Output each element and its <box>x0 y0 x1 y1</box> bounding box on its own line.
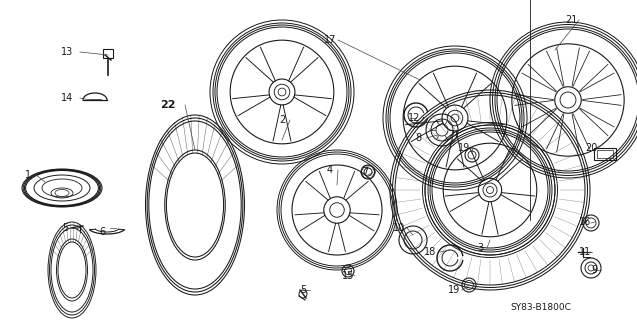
Text: 6: 6 <box>99 227 105 237</box>
Text: 5: 5 <box>300 285 306 295</box>
Text: 10: 10 <box>393 223 405 233</box>
Text: 12: 12 <box>408 113 420 123</box>
Text: 11: 11 <box>579 247 591 257</box>
Bar <box>597 150 613 158</box>
Text: 21: 21 <box>565 15 577 25</box>
Text: 3: 3 <box>477 243 483 253</box>
Text: 20: 20 <box>585 143 597 153</box>
Text: 17: 17 <box>324 35 336 45</box>
Text: 14: 14 <box>61 93 73 103</box>
Bar <box>594 148 616 160</box>
Text: 2: 2 <box>279 115 285 125</box>
Text: 22: 22 <box>161 100 176 110</box>
Text: 15: 15 <box>342 271 354 281</box>
Text: 19: 19 <box>458 143 470 153</box>
Text: 13: 13 <box>61 47 73 57</box>
Text: SY83-B1800C: SY83-B1800C <box>510 303 571 313</box>
Text: 7: 7 <box>362 167 368 177</box>
Text: 4: 4 <box>327 165 333 175</box>
Text: 19: 19 <box>448 285 460 295</box>
Text: 18: 18 <box>424 247 436 257</box>
Text: 8: 8 <box>415 133 421 143</box>
Text: 5: 5 <box>62 223 68 233</box>
Text: 16: 16 <box>579 217 591 227</box>
Text: 1: 1 <box>25 170 31 180</box>
Text: 9: 9 <box>591 265 597 275</box>
